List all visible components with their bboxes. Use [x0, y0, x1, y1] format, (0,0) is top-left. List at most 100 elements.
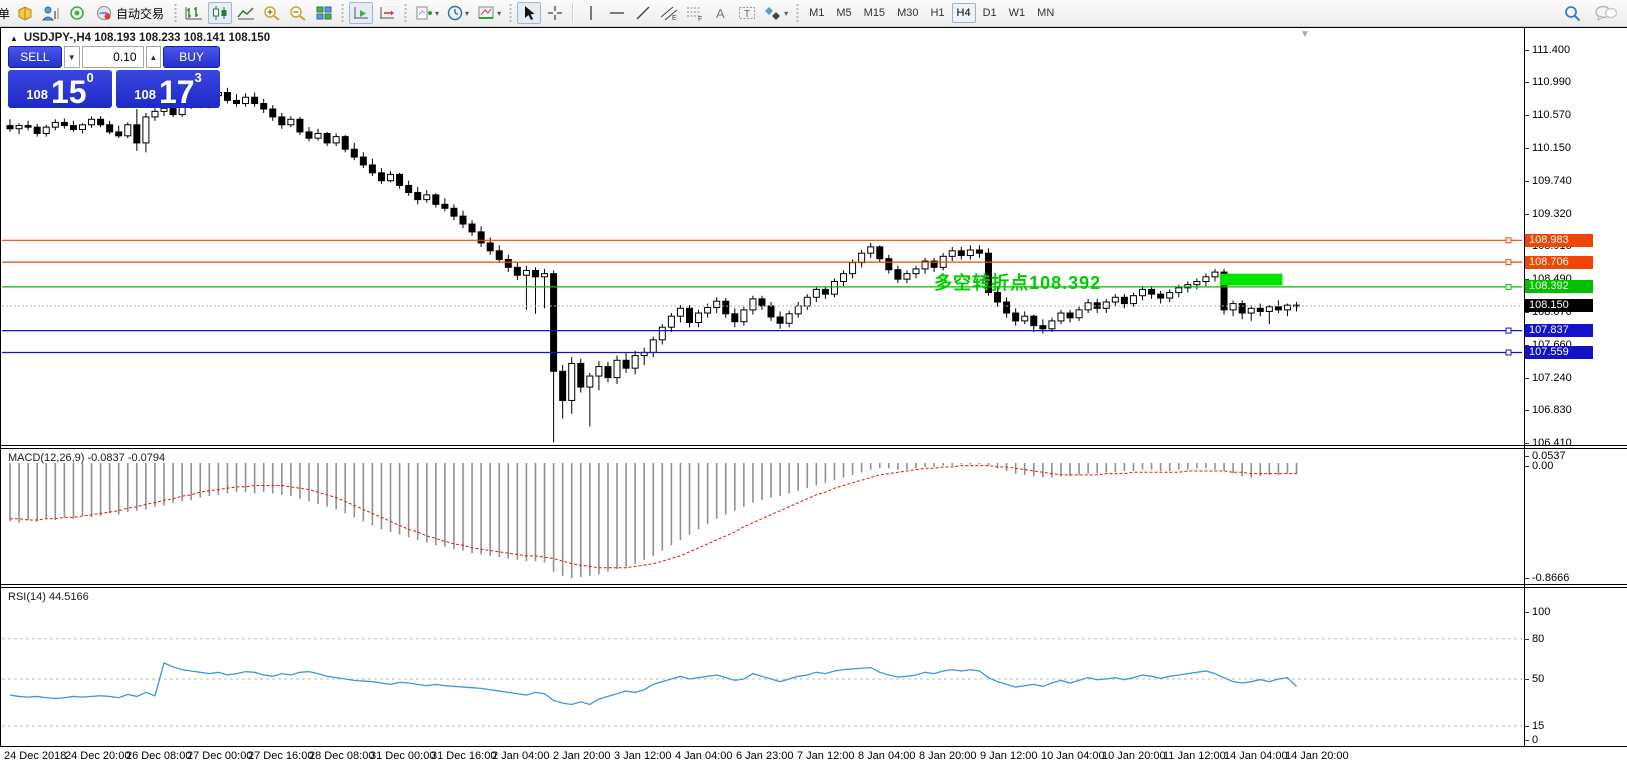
zoom-out-button[interactable]: [286, 2, 310, 24]
axis-tickmark: [1524, 82, 1529, 84]
price-tick-label: 110.990: [1532, 76, 1571, 89]
indicators-button[interactable]: ▾: [412, 2, 442, 24]
timeframe-button-h1[interactable]: H1: [930, 7, 945, 19]
chart-shift-marker-icon[interactable]: ▼: [1300, 29, 1310, 40]
text-label-tool[interactable]: T: [735, 2, 759, 24]
pane-splitter[interactable]: [0, 445, 1627, 446]
candle-body: [278, 116, 286, 126]
cursor-tool-button[interactable]: [517, 2, 542, 24]
volume-increase-button[interactable]: ▲: [145, 46, 162, 68]
candle-body: [1111, 296, 1119, 303]
candle-body: [405, 184, 413, 194]
sell-price-display[interactable]: 108 15 0: [8, 70, 112, 108]
arrows-tool[interactable]: ▾: [761, 2, 791, 24]
auto-scroll-button[interactable]: [349, 2, 374, 24]
data-window-icon[interactable]: [39, 2, 63, 24]
candle-body: [124, 124, 132, 137]
volume-input[interactable]: [81, 46, 144, 68]
axis-tickmark: [1524, 725, 1529, 727]
timeframe-button-m1[interactable]: M1: [809, 7, 825, 19]
candle-body: [586, 375, 594, 388]
autotrading-button[interactable]: 自动交易: [91, 2, 169, 24]
candle-body: [359, 156, 367, 166]
timeframe-button-d1[interactable]: D1: [982, 7, 997, 19]
line-handle[interactable]: [1505, 237, 1512, 244]
candle-body: [658, 326, 666, 341]
timeframe-button-m30[interactable]: M30: [897, 7, 919, 19]
periods-button[interactable]: ▾: [444, 2, 472, 24]
candle-body: [242, 96, 250, 105]
text-a-icon: A: [716, 6, 725, 21]
new-order-button[interactable]: 单: [0, 6, 11, 21]
candle-body: [1274, 306, 1282, 311]
candle-body: [1148, 288, 1156, 295]
main-chart-canvas[interactable]: [2, 28, 1522, 445]
line-handle[interactable]: [1505, 349, 1512, 356]
collapse-panel-icon[interactable]: ▲: [10, 33, 18, 43]
horizontal-line-tool[interactable]: [605, 2, 629, 24]
vertical-line-tool[interactable]: [579, 2, 603, 24]
timeframe-button-h4[interactable]: H4: [951, 3, 976, 23]
pane-splitter[interactable]: [0, 584, 1627, 585]
zoom-in-button[interactable]: [260, 2, 284, 24]
text-tool[interactable]: A: [709, 2, 733, 24]
pane-border: [0, 27, 1627, 28]
person-chart-icon: [42, 6, 60, 21]
rsi-axis-label: 0: [1532, 734, 1539, 746]
candle-body: [541, 273, 549, 278]
line-handle[interactable]: [1505, 259, 1512, 266]
macd-indicator-canvas[interactable]: [2, 449, 1522, 584]
bar-chart-button[interactable]: [182, 2, 206, 24]
macd-axis-label: 0.0537: [1532, 449, 1566, 462]
rectangle-annotation[interactable]: [1220, 273, 1283, 286]
market-watch-icon[interactable]: [13, 2, 37, 24]
price-tick-label: 107.240: [1532, 371, 1572, 384]
axis-tickmark: [1524, 740, 1529, 741]
rsi-axis-label: 15: [1532, 719, 1545, 732]
crosshair-icon: [548, 6, 563, 20]
fibonacci-tool[interactable]: F: [683, 2, 707, 24]
candle-body: [468, 223, 476, 233]
crosshair-tool-button[interactable]: [543, 2, 567, 24]
chart-text-annotation[interactable]: 多空转折点108.392: [934, 273, 1102, 293]
line-chart-button[interactable]: [234, 2, 258, 24]
buy-button[interactable]: BUY: [163, 46, 220, 68]
candle-body: [966, 249, 974, 257]
autotrading-label: 自动交易: [116, 6, 165, 21]
chart-shift-button[interactable]: [375, 2, 399, 24]
templates-button[interactable]: ▾: [474, 2, 504, 24]
tile-windows-button[interactable]: [312, 2, 336, 24]
candle-body: [1157, 293, 1165, 299]
signals-icon[interactable]: [65, 2, 89, 24]
timeframe-button-m15[interactable]: M15: [863, 7, 886, 19]
time-axis-label: 8 Jan 04:00: [858, 750, 916, 762]
line-chart-icon: [237, 7, 255, 20]
candle-body: [42, 126, 50, 134]
candle-body: [223, 92, 231, 101]
sell-button[interactable]: SELL: [8, 46, 62, 68]
candle-body: [441, 203, 449, 209]
chat-icon[interactable]: [1595, 5, 1617, 21]
search-icon[interactable]: [1564, 5, 1581, 22]
symbol-ohlc-label: USDJPY-,H4 108.193 108.233 108.141 108.1…: [23, 32, 271, 44]
macd-signal-line: [10, 465, 1297, 569]
horizontal-line-icon: [610, 12, 625, 14]
candle-body: [1039, 325, 1047, 330]
time-axis-label: 28 Dec 08:00: [309, 750, 375, 762]
candlestick-chart-button[interactable]: [208, 2, 233, 24]
timeframe-button-m5[interactable]: M5: [836, 7, 852, 19]
line-handle[interactable]: [1505, 283, 1512, 290]
axis-tickmark: [1524, 466, 1529, 467]
rsi-indicator-canvas[interactable]: [2, 588, 1522, 746]
time-axis-label: 4 Jan 04:00: [675, 750, 733, 762]
timeframe-button-w1[interactable]: W1: [1008, 7, 1026, 19]
candle-body: [686, 307, 693, 323]
volume-decrease-button[interactable]: ▼: [63, 46, 80, 68]
equidistant-channel-tool[interactable]: E: [657, 2, 681, 24]
buy-price-display[interactable]: 108 17 3: [116, 70, 220, 108]
toolbar-grip: [173, 3, 179, 23]
trendline-tool[interactable]: [631, 2, 655, 24]
buy-price-main: 17: [158, 74, 195, 110]
line-handle[interactable]: [1505, 327, 1512, 334]
timeframe-button-mn[interactable]: MN: [1037, 7, 1055, 19]
